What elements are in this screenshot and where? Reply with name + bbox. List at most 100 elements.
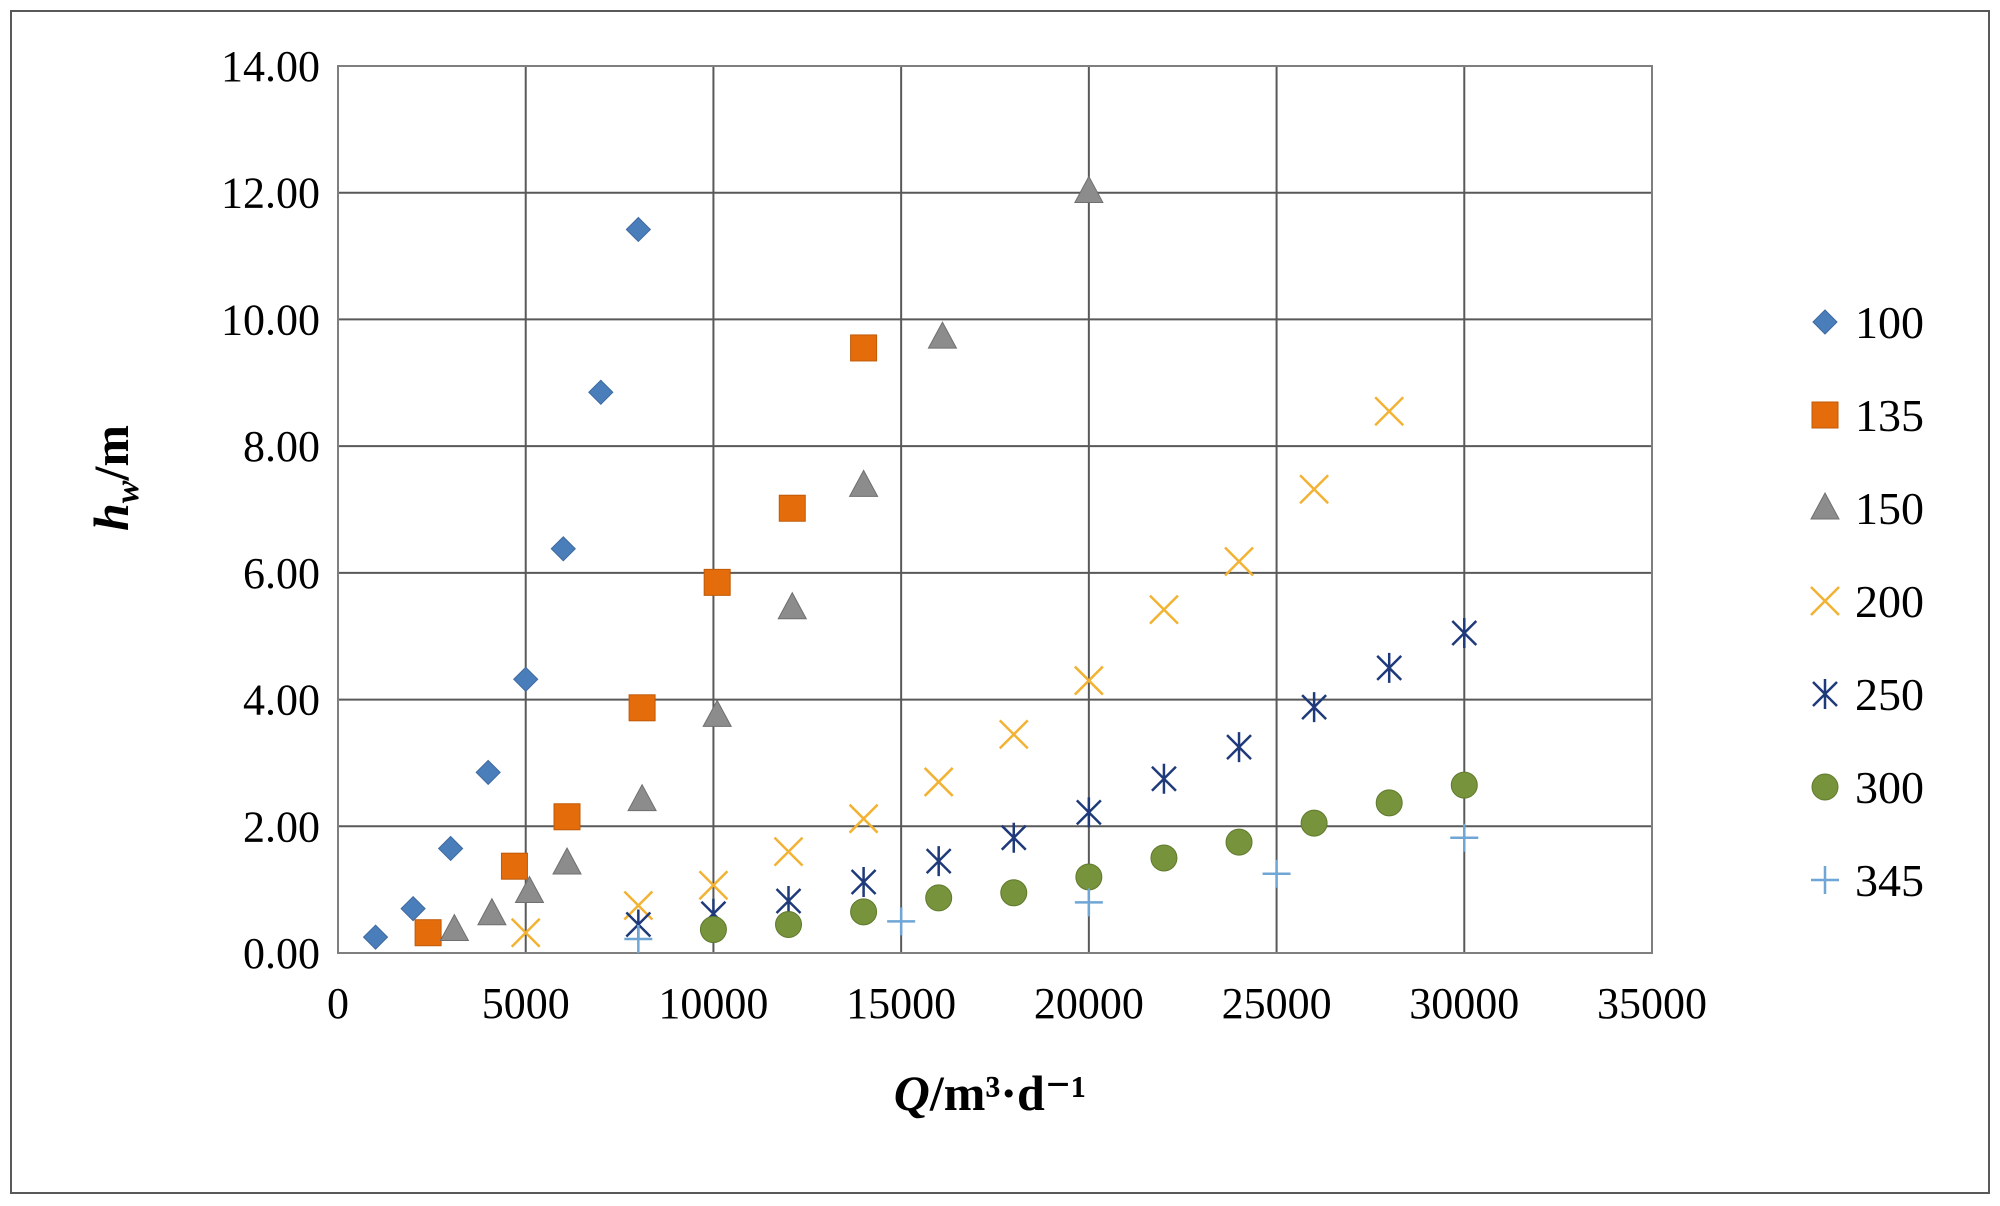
point-345 <box>887 907 916 936</box>
x-axis-unit: /m³·d⁻¹ <box>929 1065 1086 1121</box>
legend-item-200: 200 <box>1810 576 1924 627</box>
legend: 100 135 150 200 250 300 345 <box>1810 297 1924 906</box>
legend-item-300: 300 <box>1811 762 1924 813</box>
point-300 <box>1300 809 1328 837</box>
x-tick-label: 20000 <box>1034 979 1144 1028</box>
point-100 <box>475 759 501 786</box>
point-200 <box>510 917 541 948</box>
point-250 <box>1376 652 1403 683</box>
data-points <box>362 175 1479 954</box>
series-250 <box>625 618 1478 940</box>
series-300 <box>699 771 1478 944</box>
y-axis-unit: /m <box>83 425 139 482</box>
legend-item-250: 250 <box>1812 669 1924 720</box>
point-300 <box>850 898 878 926</box>
y-tick-label: 4.00 <box>243 676 320 725</box>
point-135 <box>628 694 656 722</box>
point-300 <box>1000 879 1028 907</box>
series-135 <box>414 334 878 947</box>
legend-label-250: 250 <box>1855 669 1924 720</box>
point-345 <box>624 925 653 954</box>
legend-item-150: 150 <box>1810 483 1924 534</box>
legend-marker-345 <box>1811 866 1839 894</box>
point-300 <box>699 916 727 944</box>
x-tick-label: 35000 <box>1597 979 1707 1028</box>
series-100 <box>362 216 652 950</box>
point-250 <box>1451 618 1478 649</box>
x-tick-label: 5000 <box>482 979 570 1028</box>
point-345 <box>1074 888 1103 917</box>
point-135 <box>703 568 731 596</box>
y-tick-label: 14.00 <box>221 42 320 91</box>
x-tick-labels: 0 5000 10000 15000 20000 25000 30000 35000 <box>327 979 1707 1028</box>
legend-label-200: 200 <box>1855 576 1924 627</box>
legend-label-150: 150 <box>1855 483 1924 534</box>
legend-item-345: 345 <box>1811 855 1924 906</box>
point-200 <box>1073 665 1104 696</box>
plot-area <box>337 65 1653 954</box>
point-200 <box>698 870 729 901</box>
x-tick-label: 0 <box>327 979 349 1028</box>
point-200 <box>998 719 1029 750</box>
y-axis-var: h <box>83 503 139 531</box>
point-150 <box>514 875 545 904</box>
legend-label-300: 300 <box>1855 762 1924 813</box>
point-300 <box>925 884 953 912</box>
point-100 <box>625 216 652 243</box>
legend-marker-135 <box>1811 401 1839 429</box>
point-150 <box>439 913 470 942</box>
point-150 <box>477 897 507 926</box>
point-250 <box>1000 822 1027 853</box>
y-tick-label: 8.00 <box>243 422 320 471</box>
point-100 <box>550 536 576 562</box>
point-135 <box>850 334 878 362</box>
point-250 <box>1075 797 1102 828</box>
point-150 <box>927 321 958 349</box>
gridlines <box>338 65 1652 954</box>
point-300 <box>1075 863 1103 891</box>
y-tick-label: 6.00 <box>243 549 320 598</box>
point-250 <box>1151 763 1177 794</box>
x-axis-var: Q <box>894 1065 930 1121</box>
point-150 <box>552 846 582 875</box>
legend-label-100: 100 <box>1855 297 1924 348</box>
point-200 <box>1224 546 1254 577</box>
legend-item-100: 100 <box>1812 297 1924 348</box>
y-tick-labels: 0.00 2.00 4.00 6.00 8.00 10.00 12.00 14.00 <box>221 42 320 978</box>
point-300 <box>775 910 803 938</box>
point-250 <box>1226 732 1252 763</box>
point-150 <box>702 699 733 727</box>
point-250 <box>1301 692 1327 723</box>
x-tick-label: 10000 <box>658 979 768 1028</box>
x-tick-label: 25000 <box>1222 979 1332 1028</box>
y-tick-label: 12.00 <box>221 169 320 218</box>
legend-label-135: 135 <box>1855 390 1924 441</box>
point-300 <box>1375 789 1403 817</box>
point-250 <box>925 846 952 877</box>
y-tick-label: 0.00 <box>243 929 320 978</box>
point-300 <box>1450 771 1478 799</box>
point-300 <box>1150 844 1178 872</box>
legend-marker-200 <box>1810 586 1840 616</box>
legend-marker-100 <box>1812 309 1838 335</box>
legend-marker-150 <box>1810 491 1840 520</box>
series-200 <box>510 396 1405 948</box>
point-100 <box>362 924 389 950</box>
point-150 <box>777 591 808 620</box>
x-tick-label: 15000 <box>846 979 956 1028</box>
point-200 <box>1149 594 1179 625</box>
point-100 <box>437 835 464 862</box>
x-axis-title: Q/m³·d⁻¹ <box>894 1065 1087 1121</box>
point-200 <box>1299 474 1329 505</box>
y-axis-subscript: w <box>109 480 146 503</box>
y-tick-label: 10.00 <box>221 295 320 344</box>
point-150 <box>848 469 879 497</box>
point-100 <box>513 666 539 693</box>
point-150 <box>627 783 657 812</box>
point-150 <box>1074 175 1104 203</box>
point-135 <box>553 803 581 831</box>
legend-item-135: 135 <box>1811 390 1924 441</box>
point-100 <box>400 895 426 922</box>
point-300 <box>1225 828 1253 856</box>
